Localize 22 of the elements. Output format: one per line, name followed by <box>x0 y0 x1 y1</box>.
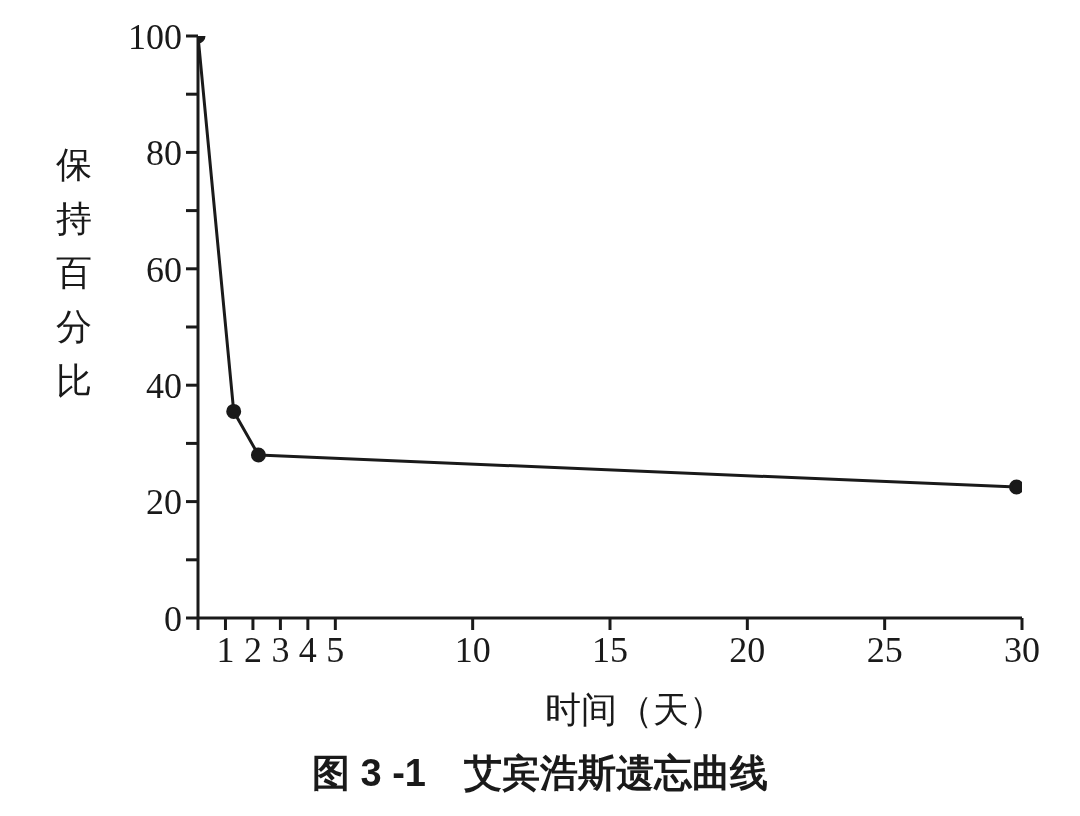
point <box>226 403 242 419</box>
x-tick-label: 4 <box>298 630 317 670</box>
y-tick-label: 100 <box>128 16 182 57</box>
x-tick-label: 1 <box>216 630 235 670</box>
y-tick-label: 40 <box>146 365 182 406</box>
x-tick-label: 25 <box>866 630 903 670</box>
y-tick-label: 20 <box>146 482 182 523</box>
x-tick-label: 3 <box>271 630 290 670</box>
point <box>250 447 266 463</box>
text: 图 3 -1 艾宾浩斯遗忘曲线 <box>310 751 769 796</box>
y-tick-label: 80 <box>146 133 182 174</box>
x-tick-label: 2 <box>243 630 262 670</box>
y-axis-title: 保持百分比 <box>55 143 93 403</box>
point <box>1009 479 1022 495</box>
x-tick-label: 20 <box>729 630 766 670</box>
x-tick-label: 5 <box>326 630 345 670</box>
x-tick-label: 10 <box>454 630 491 670</box>
y-tick-label: 0 <box>164 598 182 639</box>
y-tick-label: 60 <box>146 249 182 290</box>
x-axis-title: 时间（天） <box>544 688 726 732</box>
x-tick-label: 15 <box>592 630 628 670</box>
x-tick-label: 30 <box>1004 630 1040 670</box>
